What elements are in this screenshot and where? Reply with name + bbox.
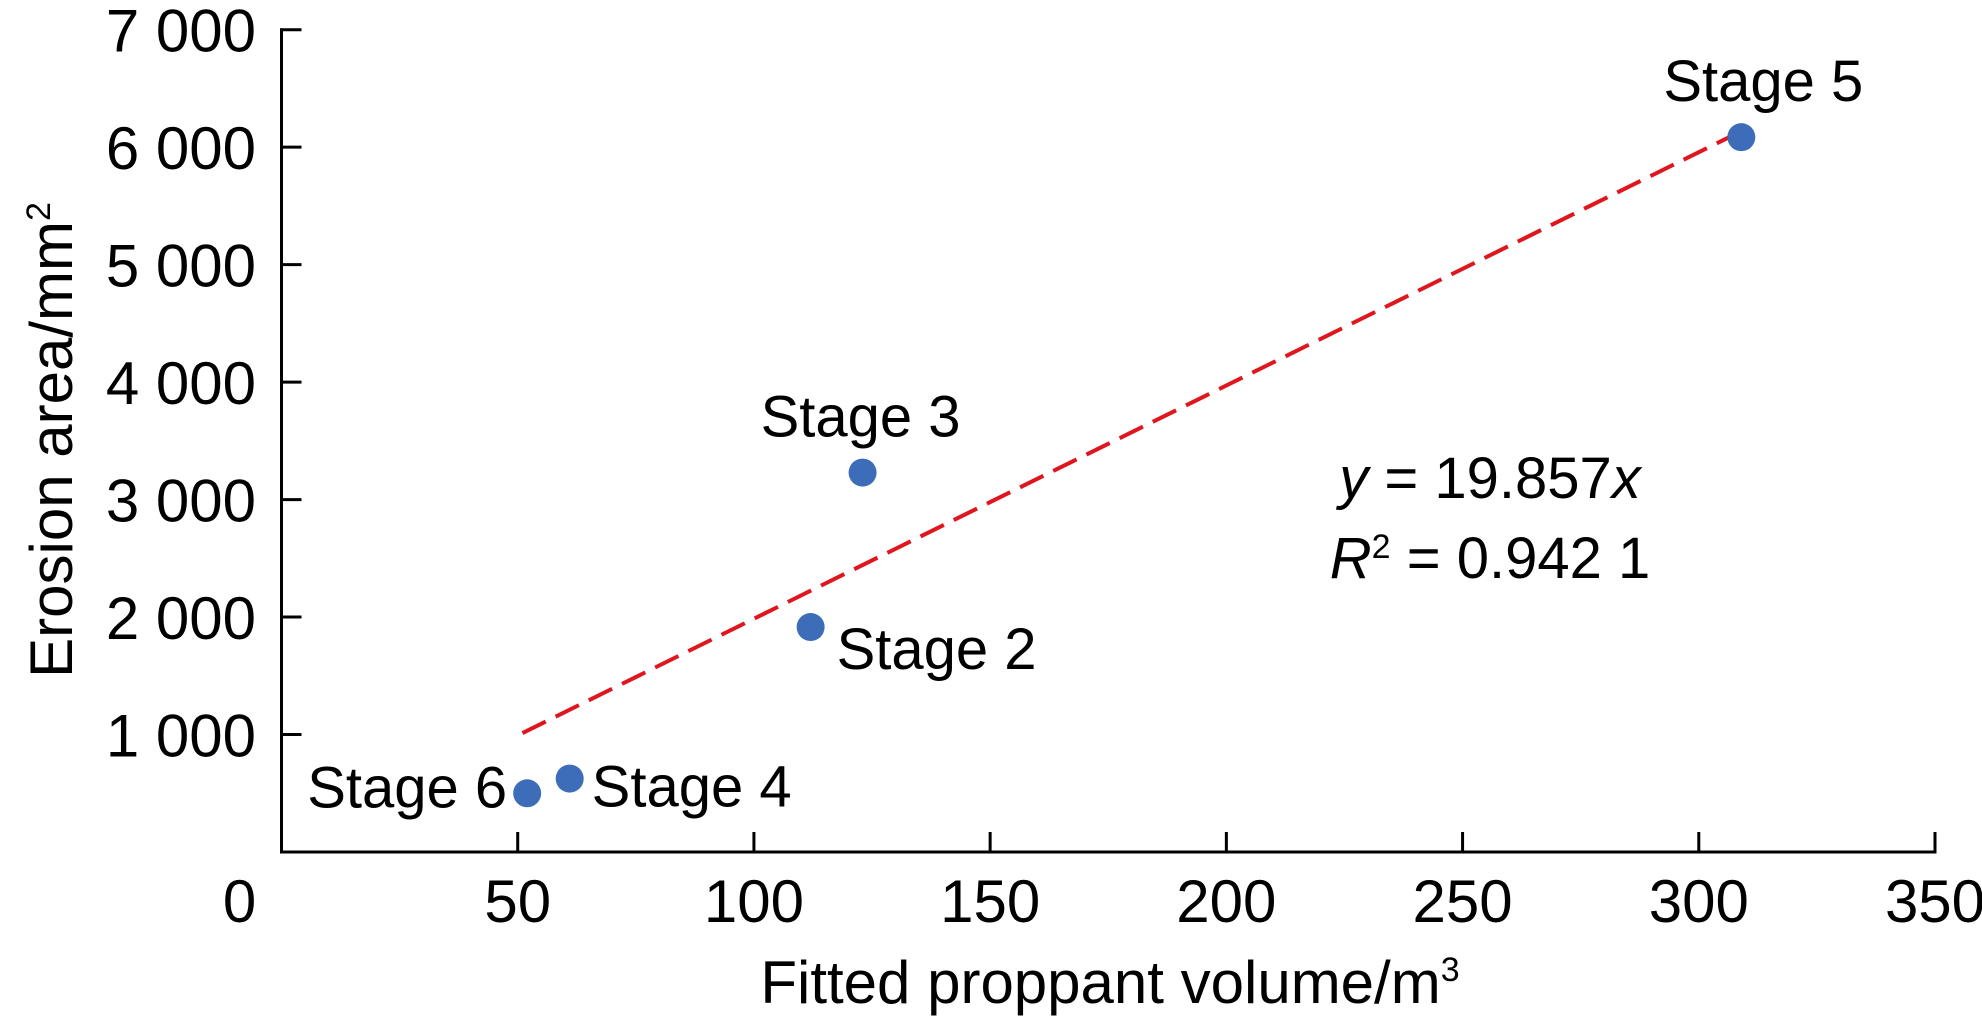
x-tick-label: 100 [704, 868, 804, 935]
y-tick-label: 3 000 [106, 468, 256, 535]
x-axis-title-superscript: 3 [1441, 951, 1460, 989]
data-point [555, 764, 584, 793]
y-axis-title-superscript: 2 [20, 202, 58, 221]
point-labels: Stage 6 Stage 4 Stage 2 Stage 3 Stage 5 [307, 49, 1863, 820]
x-tick-label: 250 [1413, 868, 1513, 935]
data-point [796, 613, 825, 642]
trendline-r-squared: R2 = 0.942 1 [1330, 526, 1650, 591]
data-points [513, 123, 1756, 808]
data-point-label: Stage 6 [307, 755, 507, 820]
data-point [513, 779, 542, 808]
axes [280, 28, 1937, 854]
y-tick-label: 6 000 [106, 115, 256, 182]
trendline-group [521, 129, 1743, 735]
data-point-label: Stage 3 [761, 385, 961, 450]
data-point-label: Stage 4 [592, 755, 792, 820]
y-tick-label: 7 000 [106, 0, 256, 65]
y-tick-label: 5 000 [106, 233, 256, 300]
x-tick-label: 0 [223, 868, 256, 935]
y-axis-ticks: 1 000 2 000 3 000 4 000 5 000 6 000 7 000 [106, 0, 302, 770]
x-tick-label: 300 [1649, 868, 1749, 935]
x-axis-title: Fitted proppant volume/m3 [760, 949, 1459, 1016]
x-tick-label: 350 [1885, 868, 1982, 935]
x-tick-label: 150 [940, 868, 1040, 935]
data-point [1727, 123, 1756, 152]
y-tick-label: 1 000 [106, 703, 256, 770]
y-axis-title: Erosion area/mm2 [18, 202, 85, 678]
x-axis-ticks: 0 50 100 150 200 250 300 350 [223, 832, 1982, 935]
y-tick-label: 4 000 [106, 350, 256, 417]
x-tick-label: 200 [1176, 868, 1276, 935]
data-point [848, 458, 877, 487]
y-tick-label: 2 000 [106, 585, 256, 652]
trendline-equation: y = 19.857x [1335, 446, 1643, 511]
data-point-label: Stage 2 [837, 617, 1037, 682]
x-tick-label: 50 [484, 868, 551, 935]
data-point-label: Stage 5 [1663, 49, 1863, 114]
trendline [521, 129, 1743, 735]
